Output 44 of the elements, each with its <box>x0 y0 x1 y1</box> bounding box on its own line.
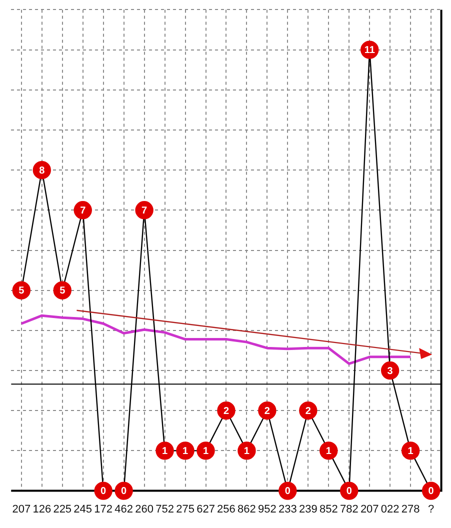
x-tick-label: 852 <box>319 503 338 516</box>
data-label: 1 <box>202 446 209 457</box>
data-label: 2 <box>305 406 312 417</box>
x-tick-label: 172 <box>94 503 113 516</box>
x-tick-label: 126 <box>32 503 52 516</box>
data-label: 1 <box>326 446 332 457</box>
x-tick-label: 207 <box>12 503 31 516</box>
x-tick-label: ? <box>428 503 434 516</box>
data-label: 1 <box>182 446 188 457</box>
data-label: 0 <box>100 486 107 498</box>
data-label: 0 <box>284 486 291 498</box>
x-tick-label: 462 <box>114 503 133 516</box>
data-label: 1 <box>244 446 250 457</box>
data-label: 8 <box>39 165 46 176</box>
data-label: 3 <box>387 366 394 377</box>
data-label: 7 <box>80 205 86 216</box>
data-label: 2 <box>223 406 230 417</box>
x-tick-label: 952 <box>258 503 276 516</box>
x-tick-label: 627 <box>196 503 215 516</box>
x-tick-label: 256 <box>217 503 236 516</box>
data-label: 2 <box>264 406 270 417</box>
x-tick-label: 782 <box>340 503 358 516</box>
x-tick-label: 207 <box>360 503 379 516</box>
x-tick-label: 752 <box>156 503 174 516</box>
x-tick-label: 239 <box>298 503 318 516</box>
data-label: 1 <box>162 446 168 457</box>
x-tick-label: 022 <box>380 503 400 516</box>
data-label: 1 <box>408 446 414 457</box>
data-label: 5 <box>60 286 66 297</box>
data-label: 0 <box>121 486 128 498</box>
x-tick-label: 275 <box>176 503 194 516</box>
data-label: 0 <box>428 486 434 498</box>
x-tick-label: 233 <box>278 503 297 516</box>
point <box>401 442 420 460</box>
x-tick-label: 862 <box>238 503 256 516</box>
x-tick-label: 260 <box>135 503 154 516</box>
data-label: 11 <box>364 45 376 56</box>
data-label: 0 <box>346 486 352 498</box>
point <box>422 482 440 500</box>
data-label: 5 <box>18 286 25 297</box>
x-tick-label: 278 <box>401 503 420 516</box>
x-tick-label: 245 <box>74 503 92 516</box>
data-label: 7 <box>142 205 148 216</box>
x-tick-label: 225 <box>53 503 72 516</box>
